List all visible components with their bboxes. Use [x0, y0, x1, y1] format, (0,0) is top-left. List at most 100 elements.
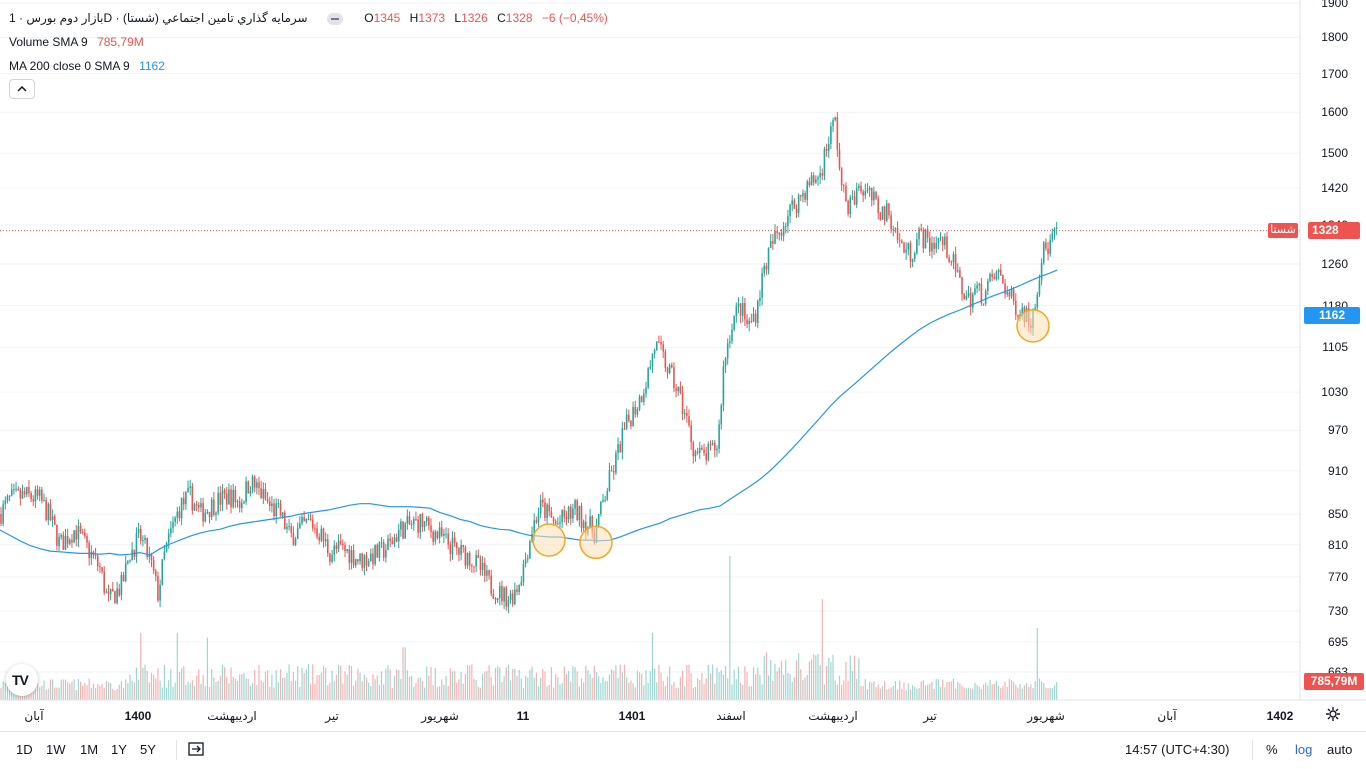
symbol-title[interactable]: بازار دوم بورس · 1D · سرمايه گذاري تامين…: [9, 11, 308, 25]
candle: [1038, 274, 1041, 297]
volume-bar: [430, 666, 432, 700]
candle: [479, 555, 482, 576]
candle: [440, 520, 443, 537]
log-scale-button[interactable]: log: [1295, 742, 1313, 757]
volume-bar: [920, 681, 922, 700]
volume-bar: [1013, 681, 1015, 700]
volume-bar: [537, 686, 540, 700]
visibility-toggle-icon[interactable]: [326, 12, 343, 25]
candle: [866, 183, 869, 194]
candle: [152, 556, 155, 575]
volume-bar: [69, 683, 71, 700]
volume-bar: [75, 689, 77, 700]
volume-bar: [1034, 681, 1036, 700]
candle: [292, 526, 295, 546]
compare-range-icon[interactable]: [188, 741, 206, 757]
candle: [449, 541, 452, 562]
candle: [987, 278, 989, 296]
range-1w-button[interactable]: 1W: [46, 742, 66, 757]
volume-bar: [2, 681, 4, 700]
price-tick-label: 850: [1327, 507, 1348, 522]
candle: [608, 462, 611, 492]
volume-bar: [499, 667, 501, 700]
candle: [247, 480, 250, 494]
candle: [993, 273, 996, 280]
volume-bar: [273, 687, 275, 700]
volume-bar: [477, 686, 479, 700]
volume-bar: [290, 681, 292, 700]
volume-bar: [944, 687, 946, 700]
volume-bar: [404, 647, 406, 700]
candle: [999, 263, 1002, 276]
volume-bar: [798, 653, 800, 700]
candle: [901, 239, 903, 244]
candle: [1042, 240, 1045, 265]
candle: [630, 420, 632, 430]
price-gridlines: [0, 2, 1300, 673]
candle: [217, 486, 219, 516]
candle: [71, 533, 73, 548]
volume-bar: [155, 678, 157, 700]
volume-bar: [447, 685, 449, 700]
candle: [157, 571, 159, 603]
candle: [526, 554, 529, 563]
candle: [931, 236, 933, 259]
range-1m-button[interactable]: 1M: [80, 742, 99, 757]
candle: [417, 516, 419, 538]
candle: [511, 589, 514, 607]
candle: [372, 548, 374, 570]
volume-bar: [701, 672, 703, 700]
price-tick-label: 910: [1327, 463, 1348, 478]
volume-bar: [297, 666, 299, 700]
auto-scale-button[interactable]: auto: [1327, 742, 1353, 757]
candle: [135, 527, 138, 563]
legend-ma-row[interactable]: MA 200 close 0 SMA 9 1162: [9, 59, 165, 73]
candle: [651, 353, 654, 373]
volume-bar: [647, 683, 649, 700]
range-1d-button[interactable]: 1D: [16, 742, 33, 757]
gear-icon[interactable]: [1325, 706, 1341, 722]
candle: [765, 262, 768, 275]
volume-bar: [99, 686, 101, 700]
candle: [241, 498, 243, 513]
chart-canvas[interactable]: [0, 0, 1366, 731]
volume-bar: [370, 685, 372, 700]
candle: [739, 302, 742, 324]
candle: [404, 521, 406, 539]
volume-bar: [757, 667, 759, 700]
volume-bar: [832, 654, 834, 700]
candle: [4, 496, 7, 510]
legend-volume-row[interactable]: Volume SMA 9 785,79M: [9, 35, 144, 49]
collapse-legend-button[interactable]: [9, 79, 35, 99]
candle: [825, 143, 828, 157]
candle: [161, 559, 164, 586]
volume-bar: [355, 680, 357, 700]
candle: [711, 440, 714, 446]
candle: [815, 175, 817, 185]
volume-bar: [927, 684, 929, 700]
candle: [99, 562, 101, 574]
tradingview-logo-icon[interactable]: TV: [6, 664, 38, 696]
volume-bar: [146, 670, 148, 700]
volume-bar: [464, 673, 466, 700]
volume-bar: [621, 672, 623, 700]
candle: [438, 521, 441, 544]
volume-bar: [204, 686, 206, 700]
volume-bar: [181, 668, 183, 700]
volume-bar: [838, 675, 841, 700]
candle: [460, 539, 462, 561]
range-5y-button[interactable]: 5Y: [140, 742, 156, 757]
candle: [868, 185, 871, 197]
percent-scale-button[interactable]: %: [1266, 742, 1278, 757]
timezone-clock[interactable]: 14:57 (UTC+4:30): [1125, 742, 1230, 757]
candle: [66, 528, 69, 549]
volume-bar: [518, 669, 520, 700]
volume-bar: [793, 677, 795, 700]
volume-bar: [348, 665, 350, 700]
candle: [505, 585, 508, 611]
volume-bar: [959, 683, 961, 700]
volume-bar: [909, 689, 912, 700]
range-1y-button[interactable]: 1Y: [111, 742, 127, 757]
volume-bar: [138, 679, 140, 700]
candle: [539, 494, 542, 519]
